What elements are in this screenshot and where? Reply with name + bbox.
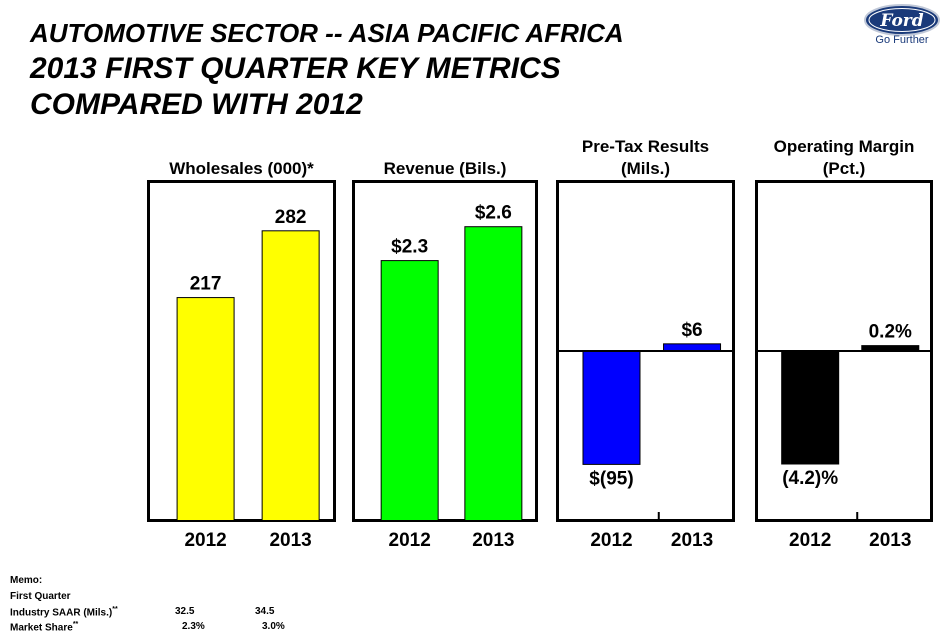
chart-3-tick-label-2012: 2012 [590,530,632,551]
chart-1-tick-label-2013: 2013 [269,530,311,551]
memo-share-2013: 3.0% [262,621,285,632]
logo-tagline: Go Further [875,34,929,46]
svg-text:Ford: Ford [879,11,923,31]
chart-1-data-label-2013: 282 [275,207,307,228]
chart-3-bar-2012 [582,350,641,465]
memo-heading: Memo: [10,575,43,586]
chart-4-tick-label-2013: 2013 [869,530,911,551]
chart-3-data-label-2013: $6 [681,320,702,341]
chart-1-bar-2013 [261,230,320,522]
memo-saar-2012: 32.5 [175,606,195,617]
chart-4-data-label-2013: 0.2% [869,322,912,343]
metrics-charts: Wholesales (000)* 217 2012 282 2013 Revenue (… [147,137,933,551]
chart-4-bar-2012 [781,350,840,465]
chart-3-tick-label-2013: 2013 [671,530,713,551]
chart-1-data-label-2012: 217 [190,274,222,295]
chart-2-tick-label-2012: 2012 [389,530,431,551]
chart-4-data-label-2012: (4.2)% [782,468,838,489]
page-title-line-1: AUTOMOTIVE SECTOR -- ASIA PACIFIC AFRICA [30,18,624,48]
chart-1-frame [147,180,336,522]
page-title-line-2: 2013 FIRST QUARTER KEY METRICS [30,52,561,85]
chart-3-title-line-2: (Mils.) [621,159,670,178]
page-title-line-3: COMPARED WITH 2012 [30,88,363,121]
chart-2-bar-2012 [380,260,439,521]
chart-1-title-line-1: Wholesales (000)* [169,159,314,178]
memo-period: First Quarter [10,591,71,602]
chart-3-data-label-2012: $(95) [589,468,633,489]
chart-3-title-line-1: Pre-Tax Results [582,137,709,156]
chart-2-data-label-2012: $2.3 [391,237,428,258]
memo-saar-2013: 34.5 [255,606,275,617]
chart-2-frame [352,180,538,522]
chart-3-bar-2013 [663,343,722,352]
memo-share-2012: 2.3% [182,621,205,632]
chart-2-bar-2013 [464,226,523,521]
ford-logo: Ford [864,4,940,36]
chart-1-bar-2012 [176,297,235,521]
chart-2-title-line-1: Revenue (Bils.) [384,159,507,178]
chart-4-title-line-2: (Pct.) [823,159,866,178]
chart-1-tick-label-2012: 2012 [184,530,226,551]
chart-4-tick-label-2012: 2012 [789,530,831,551]
chart-4-title-line-1: Operating Margin [774,137,915,156]
memo-row-label-share: Market Share** [10,621,79,634]
chart-2-data-label-2013: $2.6 [475,203,512,224]
memo-row-label-saar: Industry SAAR (Mils.)** [10,606,118,619]
chart-2-tick-label-2013: 2013 [472,530,514,551]
